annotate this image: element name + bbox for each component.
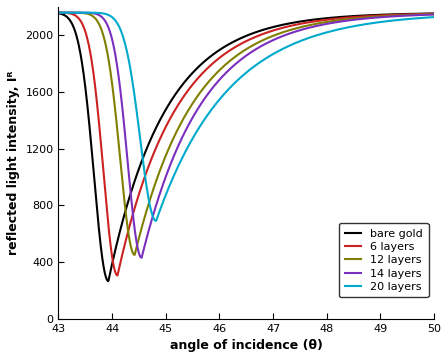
12 layers	[56, 10, 61, 15]
bare gold	[121, 215, 126, 219]
Line: bare gold: bare gold	[59, 13, 434, 281]
20 layers	[424, 15, 430, 20]
6 layers	[424, 12, 430, 16]
Line: 12 layers: 12 layers	[59, 13, 434, 255]
Line: 6 layers: 6 layers	[59, 13, 434, 275]
12 layers	[424, 12, 430, 17]
6 layers	[115, 273, 120, 278]
14 layers	[431, 12, 437, 17]
6 layers	[121, 247, 126, 251]
14 layers	[200, 99, 205, 104]
X-axis label: angle of incidence (θ): angle of incidence (θ)	[170, 339, 323, 352]
20 layers	[200, 120, 205, 124]
12 layers	[200, 87, 205, 92]
12 layers	[121, 191, 126, 195]
6 layers	[56, 10, 61, 15]
Line: 14 layers: 14 layers	[59, 13, 434, 258]
20 layers	[56, 10, 61, 15]
14 layers	[56, 10, 61, 15]
6 layers	[99, 146, 104, 150]
6 layers	[200, 71, 205, 75]
14 layers	[99, 14, 104, 19]
14 layers	[121, 118, 126, 122]
Legend: bare gold, 6 layers, 12 layers, 14 layers, 20 layers: bare gold, 6 layers, 12 layers, 14 layer…	[339, 223, 428, 298]
14 layers	[216, 78, 222, 83]
14 layers	[424, 13, 430, 17]
bare gold	[431, 11, 437, 15]
bare gold	[383, 13, 389, 17]
6 layers	[431, 11, 437, 16]
bare gold	[99, 248, 104, 253]
12 layers	[431, 12, 437, 16]
12 layers	[99, 27, 104, 32]
bare gold	[106, 279, 111, 283]
14 layers	[383, 15, 389, 19]
20 layers	[153, 219, 159, 223]
20 layers	[216, 98, 222, 102]
20 layers	[431, 15, 437, 19]
20 layers	[99, 11, 104, 15]
Y-axis label: reflected light intensity, Iᴿ: reflected light intensity, Iᴿ	[7, 70, 20, 255]
Line: 20 layers: 20 layers	[59, 13, 434, 221]
12 layers	[132, 253, 138, 257]
14 layers	[139, 256, 144, 260]
bare gold	[216, 48, 222, 52]
bare gold	[56, 11, 61, 15]
20 layers	[383, 19, 389, 23]
12 layers	[383, 14, 389, 18]
6 layers	[216, 56, 222, 60]
12 layers	[216, 69, 222, 73]
bare gold	[424, 11, 430, 16]
6 layers	[383, 13, 389, 17]
bare gold	[200, 61, 205, 65]
20 layers	[121, 36, 126, 41]
